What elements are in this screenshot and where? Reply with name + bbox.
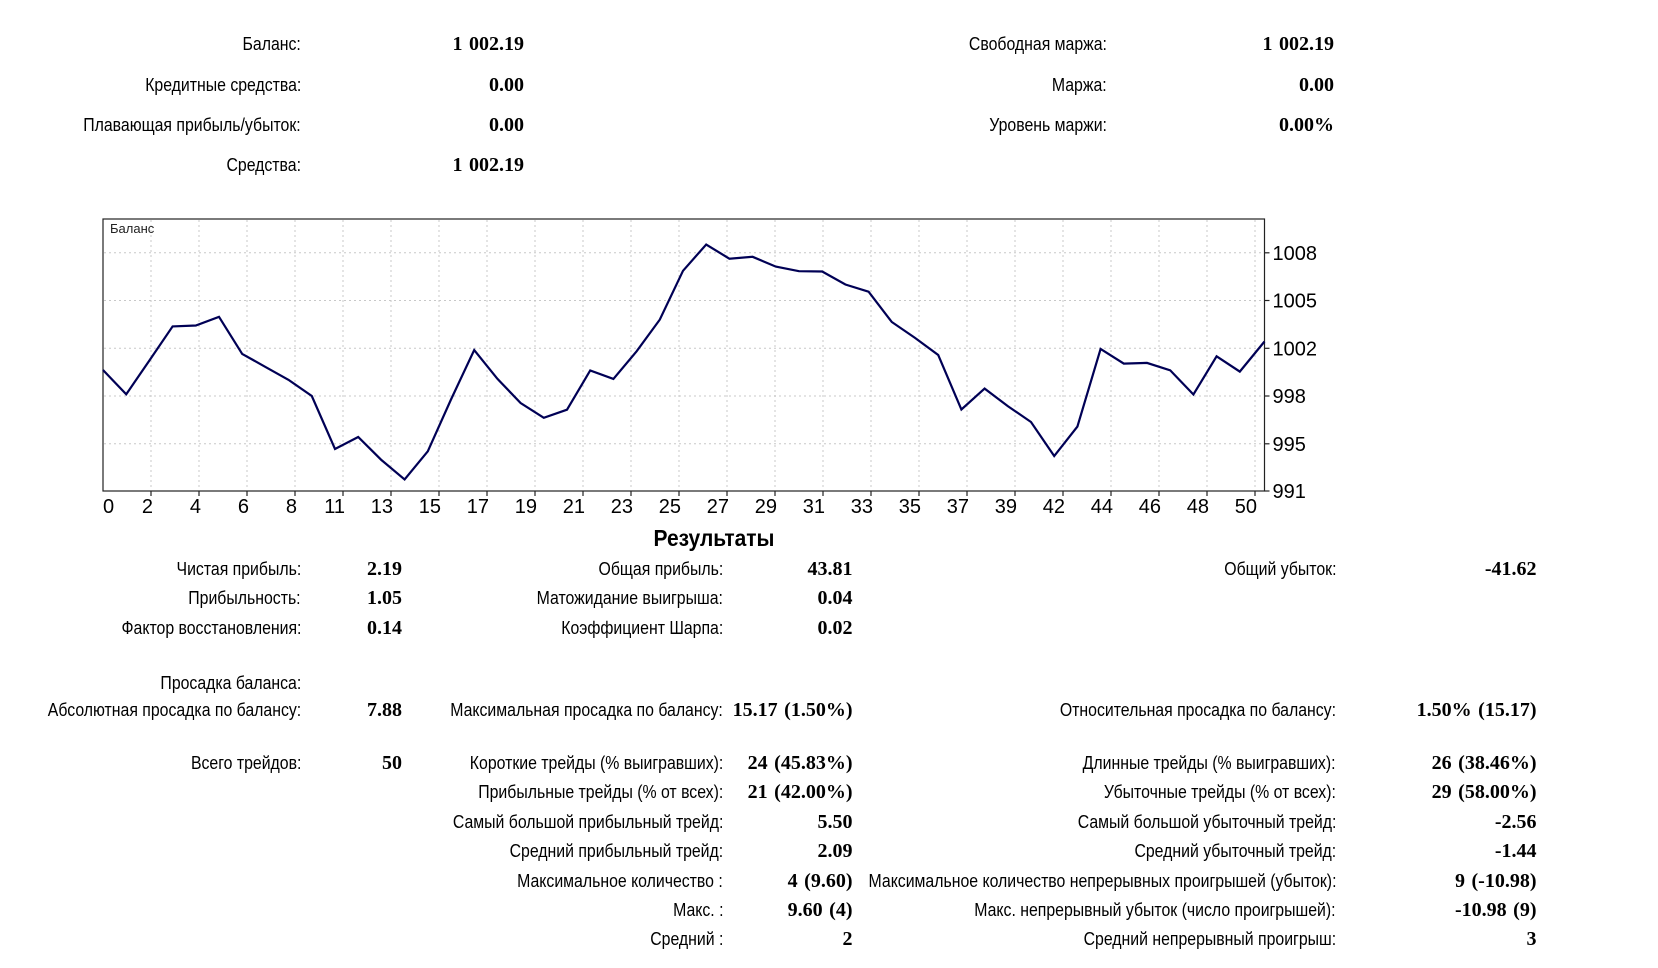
svg-text:39: 39 <box>995 496 1017 518</box>
svg-text:25: 25 <box>659 496 681 518</box>
svg-text:998: 998 <box>1273 386 1306 408</box>
svg-text:33: 33 <box>851 496 873 518</box>
svg-text:46: 46 <box>1139 496 1161 518</box>
svg-text:35: 35 <box>899 496 921 518</box>
svg-text:2: 2 <box>142 496 153 518</box>
svg-text:15: 15 <box>419 496 441 518</box>
svg-text:27: 27 <box>707 496 729 518</box>
svg-text:13: 13 <box>371 496 393 518</box>
svg-text:19: 19 <box>515 496 537 518</box>
svg-text:48: 48 <box>1187 496 1209 518</box>
svg-text:37: 37 <box>947 496 969 518</box>
svg-text:995: 995 <box>1273 434 1306 456</box>
svg-text:21: 21 <box>563 496 585 518</box>
svg-text:1002: 1002 <box>1273 338 1318 360</box>
svg-text:1005: 1005 <box>1273 291 1318 313</box>
svg-text:31: 31 <box>803 496 825 518</box>
svg-text:991: 991 <box>1273 481 1306 503</box>
svg-text:1008: 1008 <box>1273 243 1318 265</box>
svg-text:23: 23 <box>611 496 633 518</box>
svg-text:8: 8 <box>286 496 297 518</box>
svg-text:0: 0 <box>103 496 114 518</box>
svg-text:50: 50 <box>1235 496 1257 518</box>
svg-text:4: 4 <box>190 496 201 518</box>
svg-text:Баланс: Баланс <box>110 221 155 236</box>
svg-text:44: 44 <box>1091 496 1113 518</box>
svg-text:11: 11 <box>324 496 345 518</box>
svg-text:17: 17 <box>467 496 489 518</box>
svg-text:42: 42 <box>1043 496 1065 518</box>
svg-text:6: 6 <box>238 496 249 518</box>
svg-text:29: 29 <box>755 496 777 518</box>
